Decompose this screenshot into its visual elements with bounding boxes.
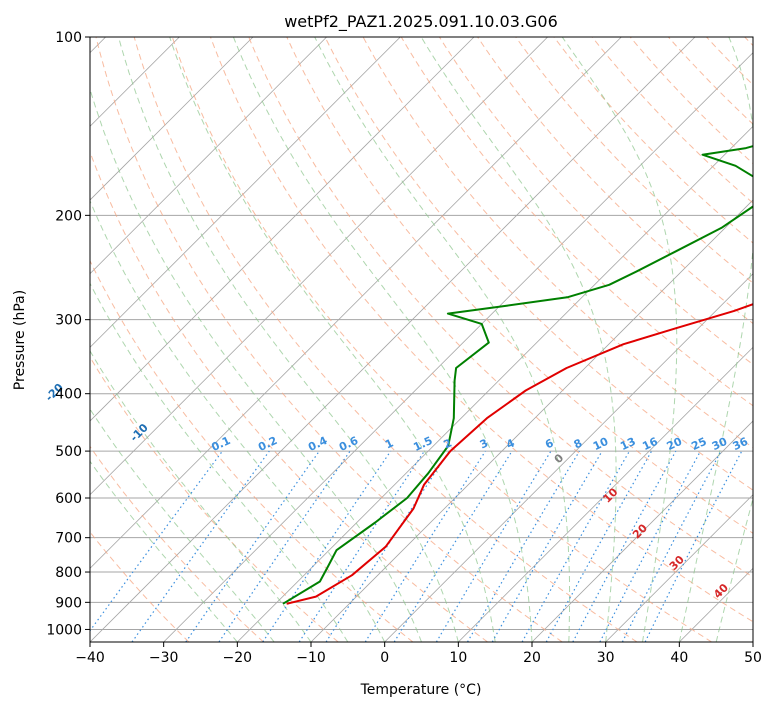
mixing-ratio-line	[325, 450, 450, 642]
dry-adiabat	[629, 37, 753, 165]
x-tick-label: 10	[449, 650, 467, 666]
y-tick-label: 900	[55, 595, 82, 611]
x-tick-label: 20	[523, 650, 541, 666]
dry-adiabat	[400, 37, 753, 407]
y-axis-label: Pressure (hPa)	[12, 290, 28, 390]
y-tick-label: 100	[55, 30, 82, 46]
dry-adiabat	[477, 37, 753, 325]
isotherm-line	[752, 641, 753, 642]
isotherm-lines	[90, 37, 753, 642]
mixing-ratio-line	[364, 450, 486, 642]
x-tick-label: 40	[670, 650, 688, 666]
moist-adiabat	[90, 349, 312, 642]
isotherm-line	[163, 52, 753, 642]
mixing-ratio-labels: 0.1 0.2 0.4 0.6 1 1.5 2 3 4 6 8 10 13 16 20 25 30 36	[209, 434, 750, 454]
isotherm-line	[531, 420, 753, 642]
dry-adiabat	[210, 37, 753, 623]
dry-adiabat	[248, 37, 753, 578]
isotherm-line	[605, 494, 753, 642]
y-tick-label: 1000	[46, 622, 82, 638]
y-tick-label: 400	[55, 387, 82, 403]
mixing-ratio-line	[599, 450, 702, 642]
moist-adiabat	[169, 37, 496, 642]
dry-adiabat	[95, 37, 563, 642]
moist-adiabat	[715, 496, 753, 642]
isotherm-line	[90, 37, 254, 201]
x-tick-label: 50	[744, 650, 762, 666]
y-tick-label: 700	[55, 531, 82, 547]
mixing-ratio-line	[185, 450, 320, 642]
isotherm-line	[458, 346, 753, 642]
x-tick-label: 30	[597, 650, 615, 666]
moist-adiabat	[90, 199, 386, 642]
mixing-ratio-line	[393, 450, 513, 642]
x-tick-label: −30	[149, 650, 179, 666]
y-axis: 1000 900 800 700 600 500 400 300 200 100	[46, 30, 90, 638]
isotherm-line	[90, 37, 548, 496]
isotherm-line	[90, 37, 327, 275]
mixing-ratio-label: 20	[665, 435, 685, 453]
y-tick-label: 300	[55, 313, 82, 329]
y-tick-label: 500	[55, 444, 82, 460]
mixing-ratio-line	[298, 450, 425, 642]
plot-area	[90, 37, 753, 642]
x-tick-label: −20	[223, 650, 253, 666]
dewpoint-line	[282, 145, 753, 605]
isotherm-line	[90, 37, 475, 422]
isotherm-line	[90, 37, 401, 348]
mixing-ratio-label: 30	[710, 435, 730, 453]
mixing-ratio-label: 10	[591, 435, 611, 453]
mixing-ratio-label: 36	[731, 435, 751, 453]
y-tick-label: 800	[55, 565, 82, 581]
moist-adiabat	[420, 37, 617, 642]
dry-adiabat	[362, 37, 753, 449]
x-axis-label: Temperature (°C)	[360, 682, 482, 698]
sounding-profiles	[282, 145, 753, 605]
moist-adiabat	[678, 37, 753, 642]
dry-adiabat	[90, 259, 414, 642]
dry-adiabat	[171, 37, 712, 642]
isotherm-line	[90, 37, 622, 569]
moist-adiabat	[90, 282, 349, 642]
dry-adiabat-lines	[90, 37, 753, 642]
mixing-ratio-line	[572, 450, 677, 642]
x-axis: −40 −30 −20 −10 0 10 20 30 40 50	[75, 642, 762, 666]
mixing-ratio-lines	[90, 450, 743, 642]
dry-adiabat	[324, 37, 753, 491]
isobar-gridlines	[90, 37, 753, 630]
mixing-ratio-line	[435, 450, 552, 642]
moist-adiabat-lines	[90, 37, 753, 642]
mixing-ratio-label: 16	[640, 435, 660, 453]
plot-frame	[89, 36, 754, 643]
dry-adiabat	[515, 37, 753, 284]
moist-adiabat	[561, 37, 678, 642]
mixing-ratio-label: 25	[689, 435, 708, 453]
dry-adiabat	[591, 37, 753, 204]
mixing-ratio-line	[262, 450, 392, 642]
mixing-ratio-label: 13	[618, 435, 637, 453]
isotherm-line	[237, 125, 753, 642]
y-tick-label: 600	[55, 491, 82, 507]
moist-adiabat	[90, 87, 422, 642]
x-tick-label: −10	[296, 650, 326, 666]
temperature-line	[286, 303, 753, 605]
dry-adiabat	[133, 37, 638, 642]
moist-adiabat	[314, 37, 571, 642]
x-tick-label: −40	[75, 650, 105, 666]
isotherm-line	[90, 37, 696, 642]
moist-adiabat	[90, 460, 238, 642]
y-tick-label: 200	[55, 208, 82, 224]
x-tick-label: 0	[380, 650, 389, 666]
dry-adiabat	[90, 445, 264, 642]
moist-adiabat	[118, 37, 459, 642]
chart-title: wetPf2_PAZ1.2025.091.10.03.G06	[284, 12, 558, 32]
mixing-ratio-line	[218, 450, 351, 642]
isotherm-line	[384, 273, 753, 642]
moist-adiabat	[232, 37, 533, 642]
mixing-ratio-line	[466, 450, 580, 642]
